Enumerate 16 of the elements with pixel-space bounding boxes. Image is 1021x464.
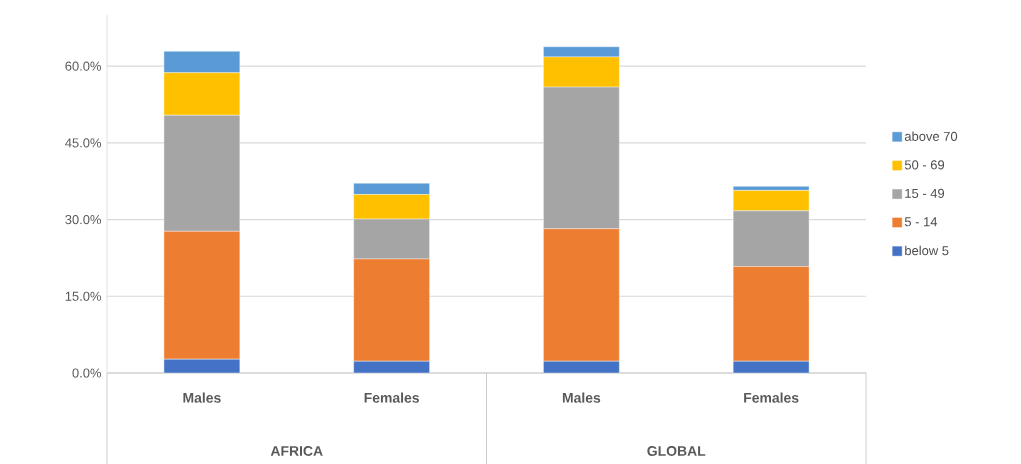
legend-label: 15 - 49 (905, 188, 945, 198)
y-tick-label: 30.0% (65, 214, 102, 225)
legend-label: 5 - 14 (904, 217, 938, 227)
x-tick-label: Males (562, 392, 601, 403)
text: GLOBAL (647, 446, 706, 456)
y-tick-label: 45.0% (65, 138, 102, 148)
y-tick-label: 60.0% (65, 61, 102, 71)
y-tick-label: 15.0% (65, 291, 102, 301)
y-tick-label: 0.0% (72, 368, 102, 378)
legend-label: above 70 (904, 131, 958, 141)
legend-label: below 5 (905, 245, 949, 256)
x-tick-label: Females (364, 392, 419, 403)
legend-label: 50 - 69 (904, 160, 945, 170)
text: AFRICA (270, 446, 323, 456)
x-tick-label: Males (183, 392, 221, 403)
x-tick-label: Females (744, 392, 799, 403)
